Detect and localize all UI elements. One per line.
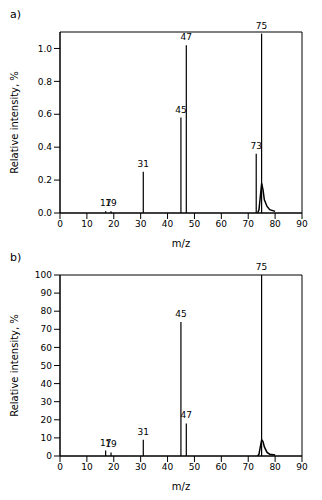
svg-text:0: 0 (57, 462, 63, 472)
svg-text:20: 20 (108, 462, 120, 472)
svg-text:70: 70 (242, 219, 254, 229)
svg-text:60: 60 (41, 343, 53, 353)
svg-text:m/z: m/z (172, 481, 190, 492)
svg-text:40: 40 (162, 219, 174, 229)
svg-text:90: 90 (296, 462, 308, 472)
svg-text:80: 80 (269, 219, 281, 229)
svg-text:0.0: 0.0 (38, 208, 53, 218)
html-text:a): a) (10, 8, 21, 21)
svg-text:80: 80 (269, 462, 281, 472)
svg-text:10: 10 (41, 433, 53, 443)
svg-text:90: 90 (296, 219, 308, 229)
svg-text:0.8: 0.8 (38, 77, 53, 87)
svg-text:0.2: 0.2 (38, 175, 52, 185)
svg-text:60: 60 (216, 462, 228, 472)
svg-text:19: 19 (105, 439, 117, 449)
svg-text:Relative intensity, %: Relative intensity, % (9, 71, 20, 174)
svg-text:30: 30 (135, 462, 147, 472)
svg-text:45: 45 (175, 105, 186, 115)
svg-text:75: 75 (256, 21, 267, 31)
svg-text:30: 30 (135, 219, 147, 229)
svg-text:40: 40 (41, 379, 53, 389)
svg-text:30: 30 (41, 397, 53, 407)
svg-text:70: 70 (41, 324, 53, 334)
svg-text:0.6: 0.6 (38, 109, 53, 119)
svg-text:0: 0 (46, 451, 52, 461)
svg-text:70: 70 (242, 462, 254, 472)
svg-text:40: 40 (162, 462, 174, 472)
svg-text:50: 50 (189, 462, 201, 472)
svg-text:0.4: 0.4 (38, 142, 53, 152)
svg-text:0: 0 (57, 219, 63, 229)
svg-text:31: 31 (138, 159, 149, 169)
svg-text:19: 19 (105, 198, 117, 208)
svg-text:1.0: 1.0 (38, 44, 53, 54)
svg-text:73: 73 (250, 141, 261, 151)
svg-text:50: 50 (189, 219, 201, 229)
svg-text:20: 20 (108, 219, 120, 229)
svg-text:31: 31 (138, 427, 149, 437)
svg-text:90: 90 (41, 288, 53, 298)
svg-text:Relative intensity, %: Relative intensity, % (9, 314, 20, 417)
svg-text:m/z: m/z (172, 238, 190, 249)
svg-text:50: 50 (41, 361, 53, 371)
html-text:b): b) (10, 251, 22, 264)
svg-text:47: 47 (181, 410, 192, 420)
svg-text:10: 10 (81, 219, 93, 229)
svg-text:47: 47 (181, 32, 192, 42)
svg-text:20: 20 (41, 415, 53, 425)
svg-text:60: 60 (216, 219, 228, 229)
svg-text:75: 75 (256, 262, 267, 272)
svg-text:80: 80 (41, 306, 53, 316)
svg-text:10: 10 (81, 462, 93, 472)
svg-text:45: 45 (175, 309, 186, 319)
svg-text:100: 100 (35, 270, 52, 280)
